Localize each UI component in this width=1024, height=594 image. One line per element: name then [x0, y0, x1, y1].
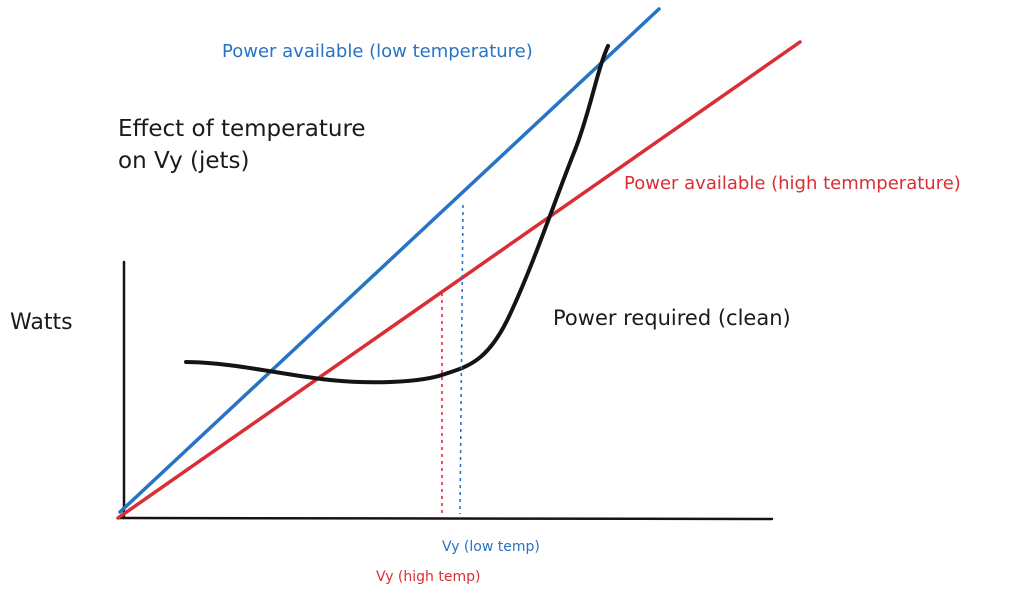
- diagram-title-line1: Effect of temperature: [118, 116, 366, 142]
- diagram-title-line2: on Vy (jets): [118, 148, 250, 174]
- power-required-label: Power required (clean): [553, 306, 791, 330]
- power-available-high-line: [116, 40, 802, 520]
- power-available-high-label: Power available (high temmperature): [624, 173, 961, 194]
- vy-low-dotted-line: [459, 204, 464, 515]
- vy-low-label: Vy (low temp): [442, 539, 540, 555]
- power-available-low-label: Power available (low temperature): [222, 41, 533, 62]
- vy-high-label: Vy (high temp): [376, 569, 480, 585]
- power-required-curve: [184, 44, 610, 385]
- y-axis-label: Watts: [10, 310, 73, 335]
- x-axis: [116, 516, 774, 521]
- power-available-low-line: [118, 7, 661, 514]
